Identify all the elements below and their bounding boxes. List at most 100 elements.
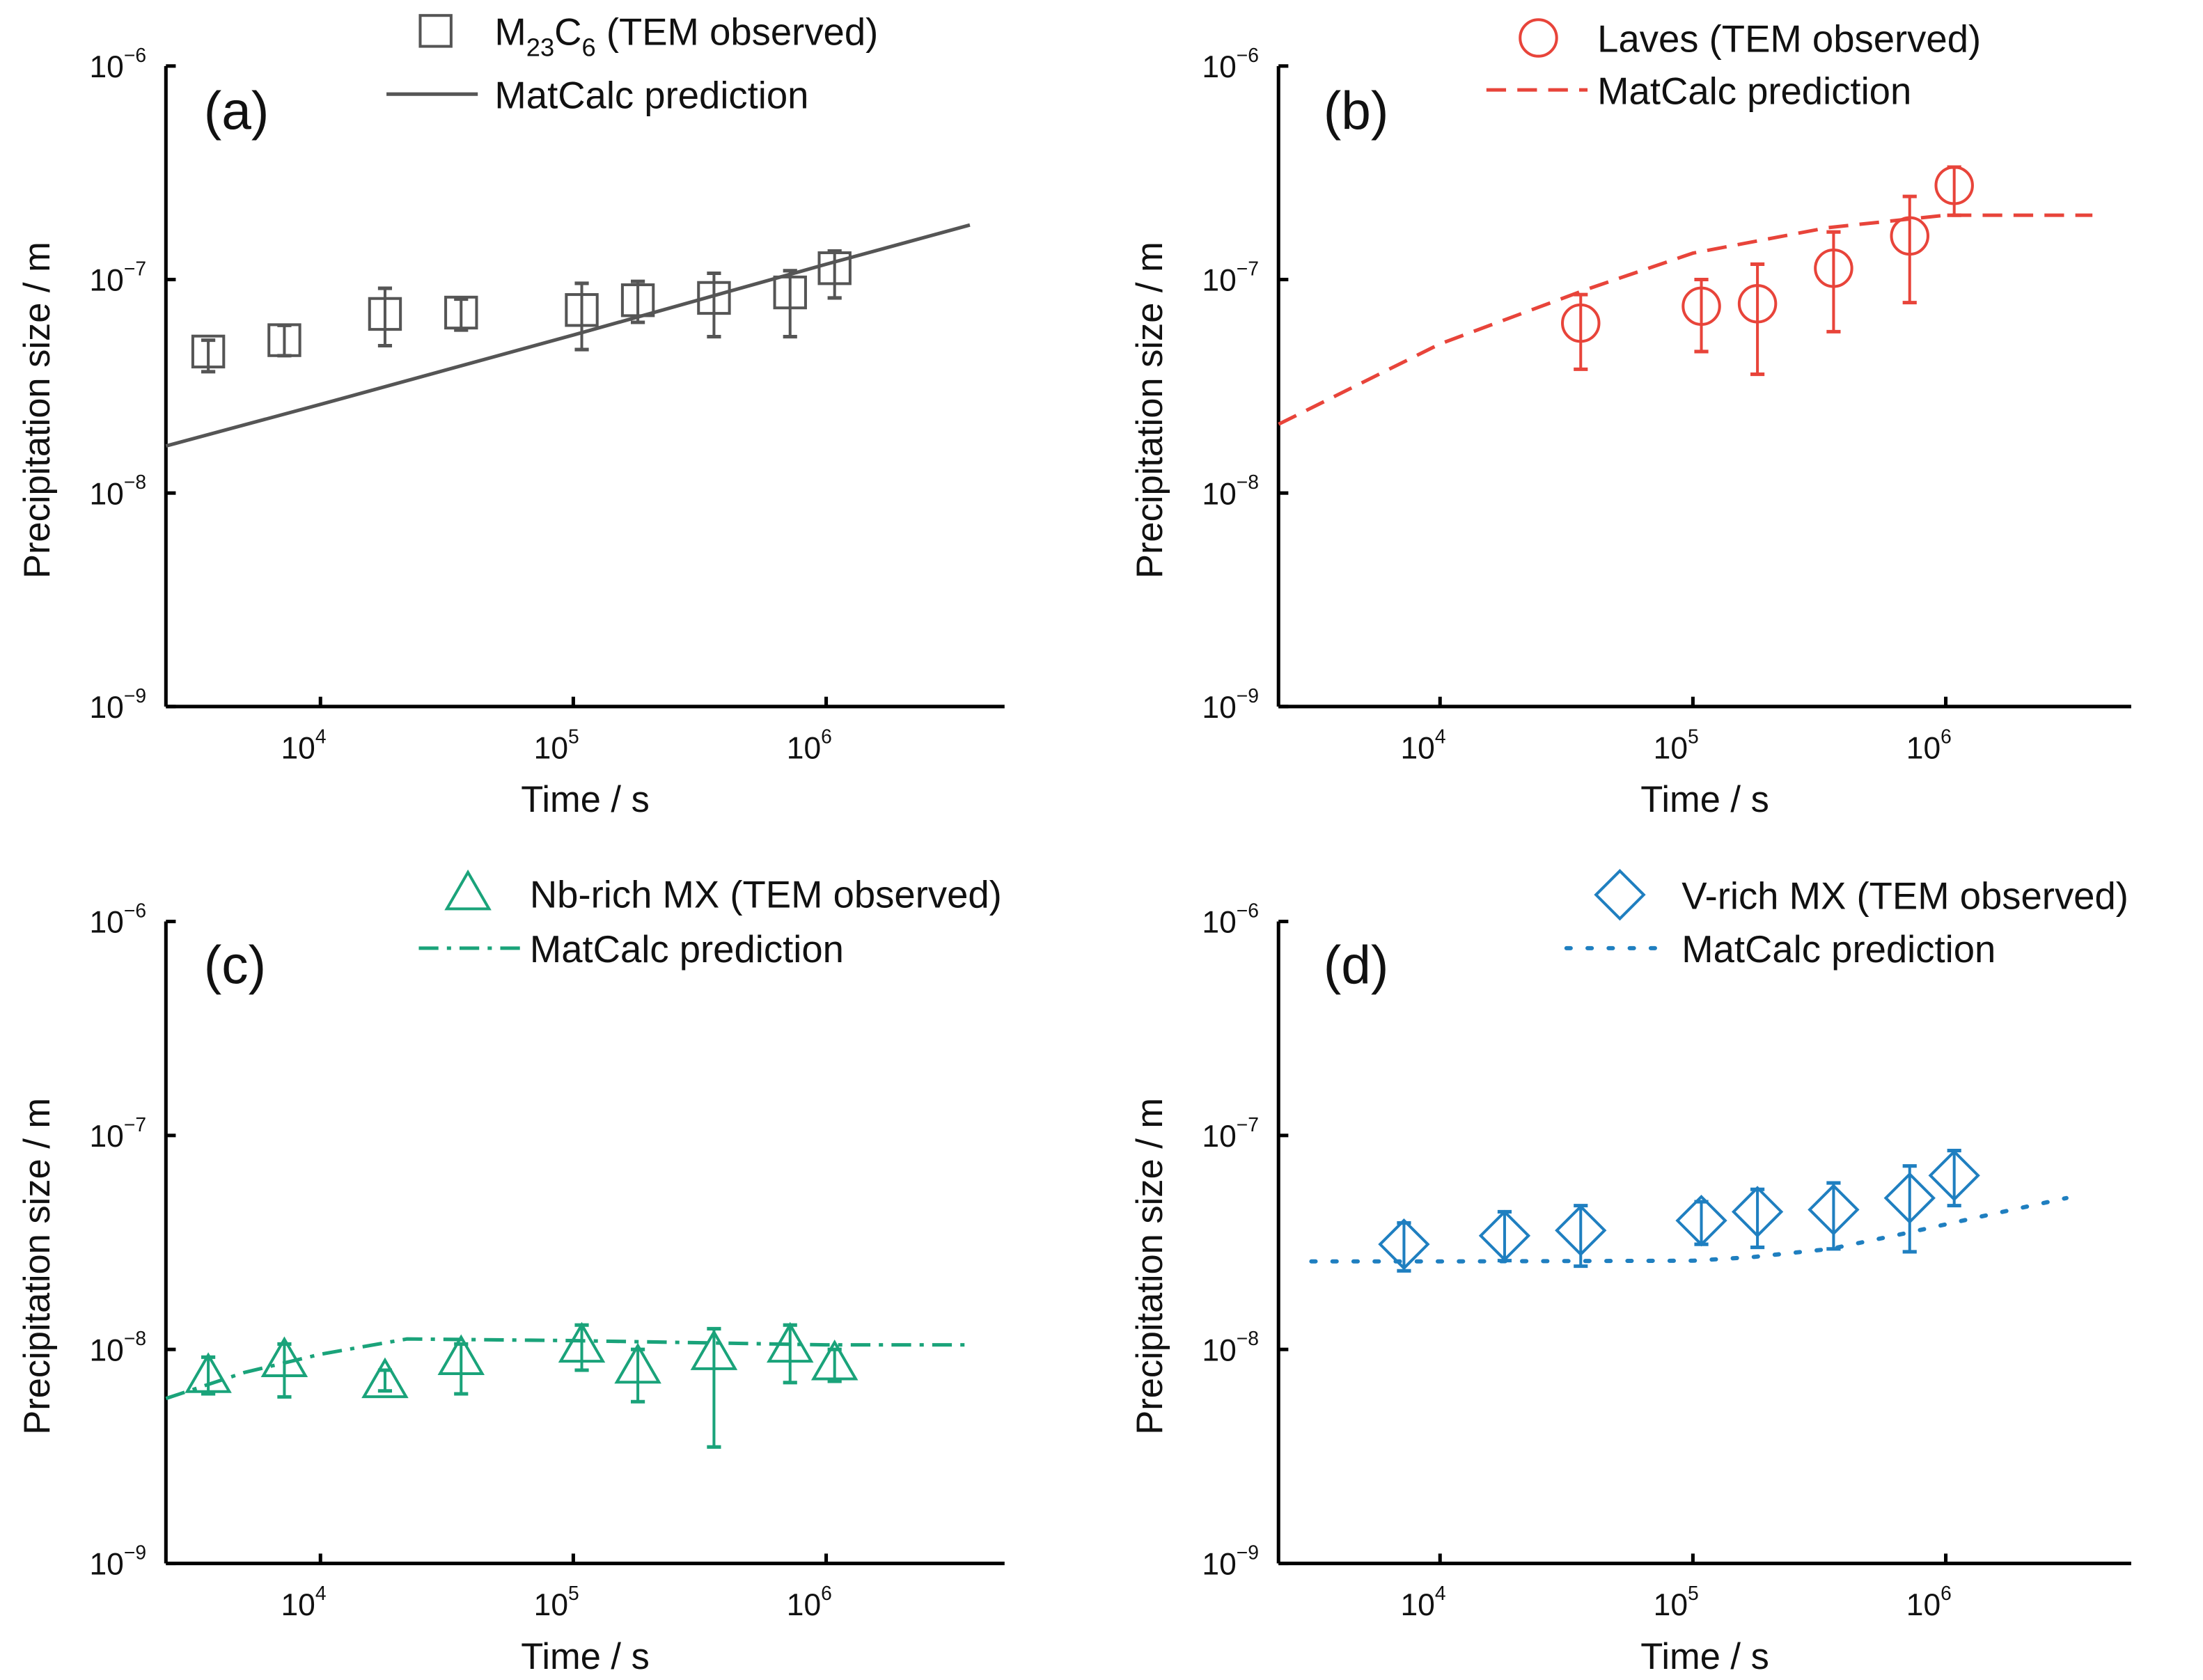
- y-axis-label: Precipitation size / m: [17, 242, 58, 579]
- circle-marker: [1681, 286, 1721, 327]
- triangle-marker: [690, 1329, 738, 1370]
- y-tick-exponent: −7: [1237, 1113, 1259, 1136]
- y-tick-base: 10: [89, 691, 123, 725]
- x-tick-base: 10: [281, 1588, 315, 1622]
- data-point: [1378, 1218, 1430, 1273]
- y-tick-label: 10−8: [1202, 471, 1259, 511]
- square-marker: [697, 281, 731, 315]
- legend-triangle-marker: [444, 869, 492, 911]
- square-marker: [191, 334, 226, 369]
- x-tick-label: 104: [281, 725, 326, 765]
- circle-marker: [1934, 166, 1974, 205]
- x-axis-label: Time / s: [1640, 780, 1769, 820]
- x-tick-exponent: 6: [821, 1582, 832, 1604]
- y-tick-base: 10: [1202, 50, 1236, 84]
- x-tick-label: 106: [1906, 1582, 1952, 1622]
- y-tick-label: 10−8: [89, 471, 146, 511]
- y-tick-label: 10−6: [89, 44, 146, 84]
- x-tick-base: 10: [1906, 1588, 1941, 1622]
- prediction-line: [165, 1337, 970, 1401]
- triangle-marker: [361, 1357, 409, 1399]
- triangle-marker: [766, 1321, 814, 1363]
- data-point: [620, 279, 655, 324]
- x-tick-exponent: 6: [1941, 725, 1952, 747]
- legend-prediction-label: MatCalc prediction: [494, 74, 808, 116]
- y-tick-label: 10−6: [1202, 44, 1259, 84]
- y-tick-label: 10−6: [89, 899, 146, 939]
- legend-observed-label: M23C6 (TEM observed): [494, 11, 878, 62]
- square-marker: [267, 323, 301, 357]
- diamond-marker: [1378, 1218, 1430, 1271]
- data-point: [1890, 194, 1929, 305]
- data-point: [614, 1342, 661, 1404]
- y-tick-base: 10: [89, 906, 123, 940]
- data-point: [1814, 230, 1853, 333]
- data-point: [267, 323, 301, 358]
- legend-prediction-label: MatCalc prediction: [1681, 928, 1996, 971]
- square-marker: [773, 275, 807, 310]
- data-point: [1681, 277, 1721, 354]
- diamond-marker: [1555, 1204, 1607, 1257]
- panel-label: (d): [1324, 936, 1389, 995]
- x-tick-label: 106: [787, 1582, 832, 1622]
- data-point: [1928, 1149, 1980, 1208]
- data-point: [191, 334, 226, 374]
- y-tick-exponent: −8: [124, 471, 146, 493]
- square-marker: [565, 293, 599, 327]
- data-point: [1934, 165, 1974, 217]
- x-tick-base: 10: [534, 1588, 568, 1622]
- legend-text: C: [554, 11, 581, 54]
- triangle-marker: [260, 1336, 308, 1377]
- data-point: [1555, 1204, 1607, 1269]
- x-tick-base: 10: [1400, 1588, 1434, 1622]
- diamond-marker: [1808, 1184, 1860, 1236]
- legend: V-rich MX (TEM observed) MatCalc predicti…: [1564, 869, 2128, 971]
- circle-marker: [1814, 248, 1853, 288]
- data-point: [810, 1340, 859, 1383]
- diamond-marker: [1883, 1172, 1936, 1224]
- legend-observed-label: V-rich MX (TEM observed): [1681, 874, 2128, 917]
- y-tick-base: 10: [1202, 1333, 1236, 1367]
- legend-text: (TEM observed): [596, 11, 879, 54]
- x-tick-exponent: 5: [1688, 1582, 1699, 1604]
- x-tick-exponent: 6: [821, 725, 832, 747]
- panel-label: (a): [204, 82, 269, 141]
- legend-square-marker: [418, 14, 453, 48]
- y-tick-base: 10: [1202, 691, 1236, 725]
- y-axis-label: Precipitation size / m: [17, 1098, 58, 1435]
- y-tick-exponent: −6: [124, 899, 146, 921]
- y-tick-base: 10: [89, 1333, 123, 1367]
- legend-prediction-label: MatCalc prediction: [1597, 70, 1911, 112]
- y-tick-exponent: −8: [124, 1327, 146, 1349]
- y-tick-base: 10: [89, 477, 123, 511]
- y-tick-label: 10−7: [89, 257, 146, 297]
- y-tick-base: 10: [89, 1548, 123, 1582]
- legend-text: Laves (TEM observed): [1597, 18, 1981, 61]
- legend-text: V-rich MX (TEM observed): [1681, 874, 2128, 917]
- triangle-marker: [558, 1321, 606, 1363]
- data-point: [361, 1357, 409, 1399]
- y-tick-exponent: −7: [124, 257, 146, 279]
- x-tick-exponent: 5: [568, 725, 579, 747]
- x-tick-exponent: 5: [1688, 725, 1699, 747]
- y-tick-exponent: −6: [1237, 44, 1259, 66]
- y-tick-base: 10: [89, 264, 123, 298]
- x-axis-label: Time / s: [521, 1637, 650, 1677]
- data-point: [773, 269, 807, 339]
- data-point: [766, 1321, 814, 1385]
- x-tick-exponent: 4: [1435, 725, 1446, 747]
- x-tick-label: 105: [1654, 725, 1699, 765]
- square-marker: [444, 295, 478, 330]
- data-point: [1883, 1164, 1936, 1254]
- x-tick-label: 104: [281, 1582, 326, 1622]
- data-point: [690, 1326, 738, 1449]
- data-point: [1737, 262, 1778, 377]
- data-point: [444, 295, 478, 332]
- triangle-marker: [185, 1352, 232, 1393]
- y-tick-base: 10: [1202, 264, 1236, 298]
- data-point: [565, 281, 599, 352]
- x-tick-base: 10: [787, 731, 821, 765]
- y-tick-label: 10−9: [89, 1541, 146, 1581]
